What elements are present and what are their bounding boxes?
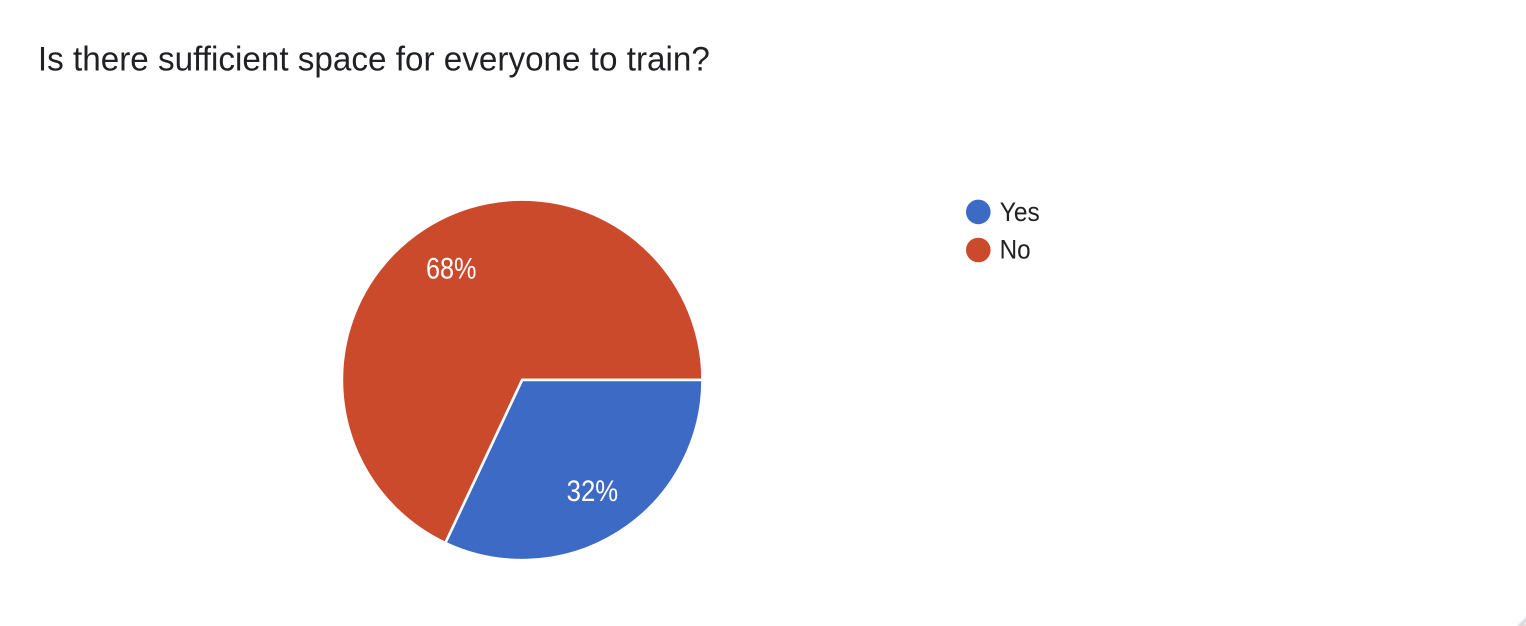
svg-text:No: No: [1000, 234, 1031, 264]
svg-text:32%: 32%: [567, 475, 619, 508]
svg-text:Is there sufficient space for: Is there sufficient space for everyone t…: [38, 40, 710, 78]
svg-text:68%: 68%: [426, 253, 477, 286]
svg-text:Yes: Yes: [1000, 197, 1040, 227]
